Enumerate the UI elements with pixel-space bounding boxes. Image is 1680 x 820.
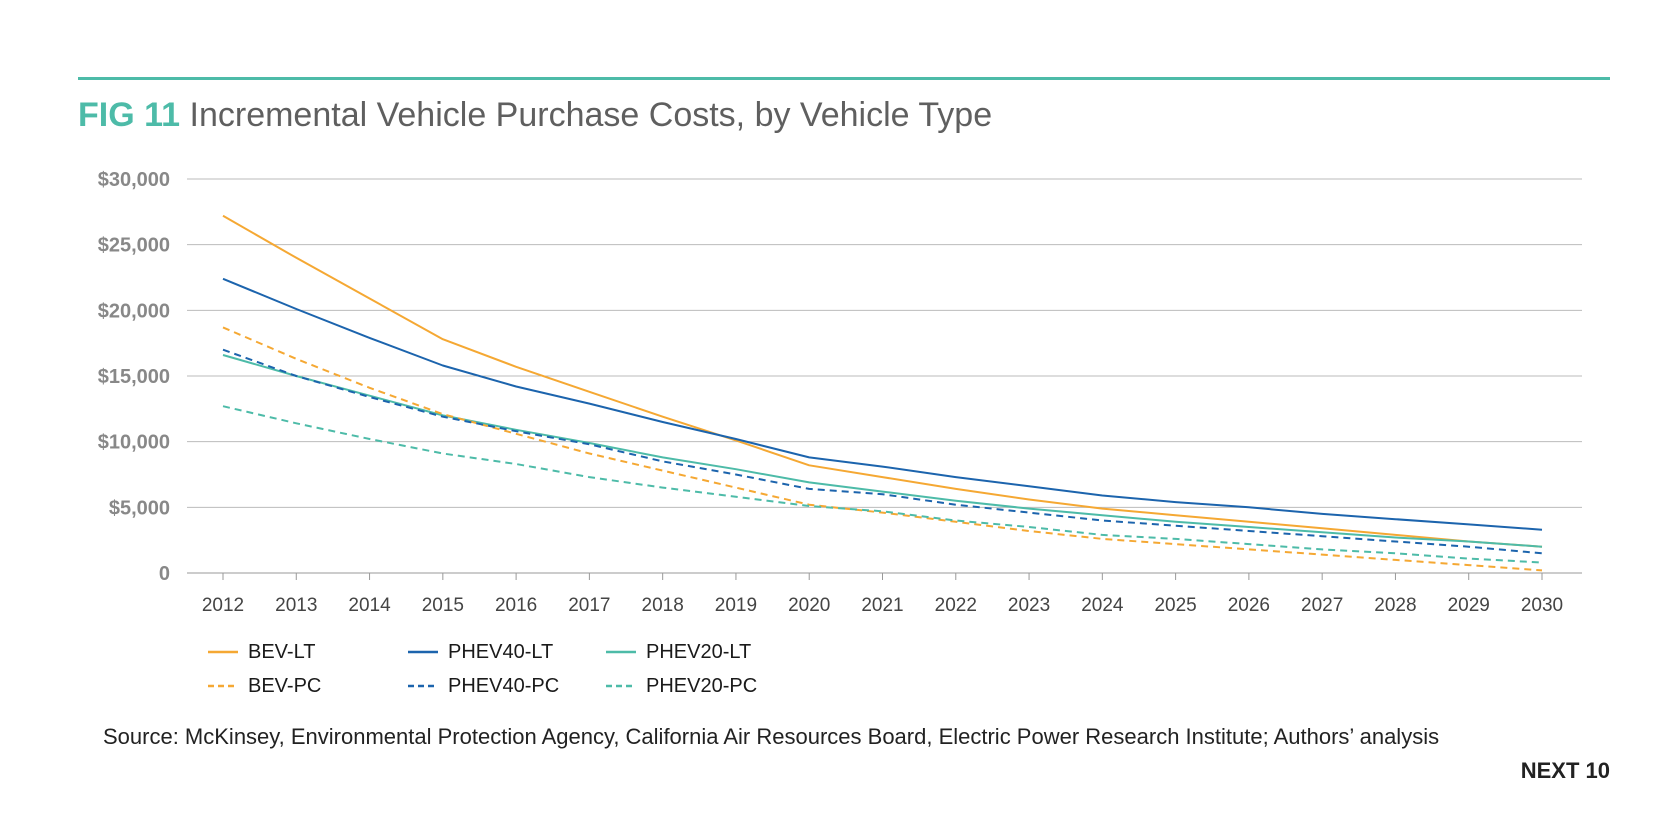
legend-label: BEV-PC [248,674,322,697]
x-tick-label: 2024 [1081,595,1124,616]
legend-item-phev40-pc: PHEV40-PC [408,674,606,698]
y-tick-label: $15,000 [98,366,170,388]
title-text: Incremental Vehicle Purchase Costs, by V… [189,96,993,134]
chart-legend: BEV-LT PHEV40-LT PHEV20-LT BEV-PC PHEV40… [208,640,806,698]
legend-swatch [606,684,636,688]
figure-label: FIG 11 [78,96,181,134]
source-note: Source: McKinsey, Environmental Protecti… [103,724,1440,749]
legend-swatch [208,684,238,688]
x-tick-label: 2021 [861,595,903,616]
series-line-phev40-pc [222,348,1543,555]
legend-swatch [408,650,438,654]
x-tick-label: 2025 [1154,595,1196,616]
brand-logo-text: NEXT 10 [1520,758,1610,783]
x-tick-label: 2017 [568,595,610,616]
legend-item-bev-pc: BEV-PC [208,674,408,698]
legend-swatch [606,650,636,654]
x-tick-label: 2019 [715,595,757,616]
y-tick-label: $10,000 [98,432,170,454]
x-tick-label: 2012 [202,595,244,616]
x-tick-label: 2014 [348,595,391,616]
legend-label: PHEV40-LT [448,640,554,663]
legend-item-phev20-lt: PHEV20-LT [606,640,806,664]
line-chart: 0 $5,000 $10,000 $15,000 $20,000 $25,000 $30,0… [98,169,1582,616]
y-tick-label: $5,000 [109,497,170,519]
y-tick-label: $20,000 [98,300,170,322]
legend-label: PHEV40-PC [448,674,560,697]
legend-label: BEV-LT [248,640,316,663]
y-tick-label: $25,000 [98,235,170,257]
legend-item-phev40-lt: PHEV40-LT [408,640,606,664]
y-tick-label: $30,000 [98,169,170,191]
series-line-phev40-lt [222,277,1543,531]
legend-label: PHEV20-PC [646,674,758,697]
series-line-bev-lt [222,214,1543,548]
x-tick-label: 2028 [1374,595,1416,616]
x-tick-label: 2018 [642,595,684,616]
x-tick-label: 2029 [1448,595,1490,616]
x-tick-label: 2016 [495,595,537,616]
x-tick-label: 2020 [788,595,830,616]
series-line-bev-pc [222,326,1543,572]
x-tick-label: 2013 [275,595,317,616]
series-line-phev20-pc [222,405,1543,564]
x-tick-label: 2023 [1008,595,1050,616]
legend-swatch [408,684,438,688]
x-tick-label: 2022 [935,595,977,616]
x-tick-label: 2027 [1301,595,1343,616]
legend-swatch [208,650,238,654]
y-tick-label: 0 [159,563,170,585]
x-tick-label: 2015 [422,595,464,616]
chart-title: FIG 11 Incremental Vehicle Purchase Cost… [78,96,992,135]
series-line-phev20-lt [222,354,1543,548]
legend-label: PHEV20-LT [646,640,752,663]
x-tick-label: 2030 [1521,595,1563,616]
legend-item-bev-lt: BEV-LT [208,640,408,664]
top-rule [78,77,1610,80]
legend-item-phev20-pc: PHEV20-PC [606,674,806,698]
x-tick-label: 2026 [1228,595,1270,616]
